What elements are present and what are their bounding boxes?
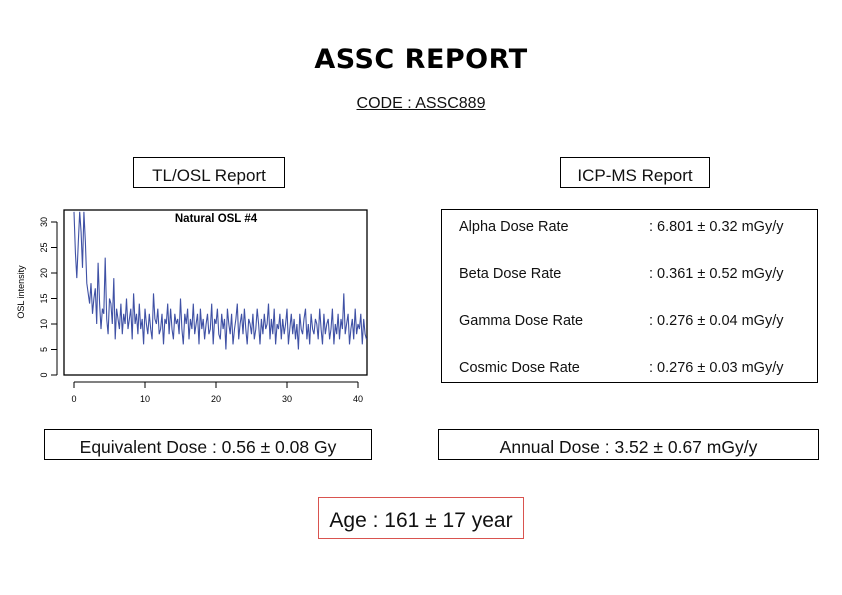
tl-osl-heading: TL/OSL Report xyxy=(133,157,285,188)
alpha-dose-rate-value: : 6.801 ± 0.32 mGy/y xyxy=(649,219,784,235)
gamma-dose-rate-row: Gamma Dose Rate : 0.276 ± 0.04 mGy/y xyxy=(459,313,784,329)
y-tick-label: 5 xyxy=(39,347,49,352)
y-tick-label: 0 xyxy=(39,372,49,377)
cosmic-dose-rate-value: : 0.276 ± 0.03 mGy/y xyxy=(649,360,784,376)
beta-dose-rate-row: Beta Dose Rate : 0.361 ± 0.52 mGy/y xyxy=(459,266,784,282)
cosmic-dose-rate-row: Cosmic Dose Rate : 0.276 ± 0.03 mGy/y xyxy=(459,360,784,376)
x-tick-label: 20 xyxy=(211,394,221,404)
y-tick-label: 30 xyxy=(39,217,49,227)
chart-title: Natural OSL #4 xyxy=(175,213,258,225)
age-result-box: Age : 161 ± 17 year xyxy=(318,497,524,539)
annual-dose-box: Annual Dose : 3.52 ± 0.67 mGy/y xyxy=(438,429,819,460)
y-tick-label: 15 xyxy=(39,293,49,303)
alpha-dose-rate-label: Alpha Dose Rate xyxy=(459,219,569,235)
x-axis: 0 10 20 30 40 xyxy=(71,381,363,404)
x-tick-label: 40 xyxy=(353,394,363,404)
plot-frame xyxy=(63,209,368,376)
report-code: CODE : ASSC889 xyxy=(356,95,486,112)
beta-dose-rate-value: : 0.361 ± 0.52 mGy/y xyxy=(649,266,784,282)
gamma-dose-rate-value: : 0.276 ± 0.04 mGy/y xyxy=(649,313,784,329)
y-tick-label: 25 xyxy=(39,242,49,252)
cosmic-dose-rate-label: Cosmic Dose Rate xyxy=(459,360,580,376)
osl-series-line xyxy=(73,211,368,350)
x-tick-label: 30 xyxy=(282,394,292,404)
x-tick-label: 10 xyxy=(140,394,150,404)
x-tick-label: 0 xyxy=(71,394,76,404)
chart-ylabel: OSL intensity xyxy=(16,265,26,319)
report-title: ASSC REPORT xyxy=(314,44,528,75)
y-tick-label: 20 xyxy=(39,268,49,278)
y-tick-label: 10 xyxy=(39,319,49,329)
osl-chart: Natural OSL #4 OSL intensity 0 10 20 30 40 0… xyxy=(16,209,368,404)
beta-dose-rate-label: Beta Dose Rate xyxy=(459,266,562,282)
equivalent-dose-box: Equivalent Dose : 0.56 ± 0.08 Gy xyxy=(44,429,372,460)
y-axis: 0 5 10 15 20 25 30 xyxy=(39,217,58,378)
gamma-dose-rate-label: Gamma Dose Rate xyxy=(459,313,584,329)
icp-ms-heading: ICP-MS Report xyxy=(560,157,710,188)
dose-rate-panel: Alpha Dose Rate : 6.801 ± 0.32 mGy/y Bet… xyxy=(441,209,818,383)
alpha-dose-rate-row: Alpha Dose Rate : 6.801 ± 0.32 mGy/y xyxy=(459,219,784,235)
